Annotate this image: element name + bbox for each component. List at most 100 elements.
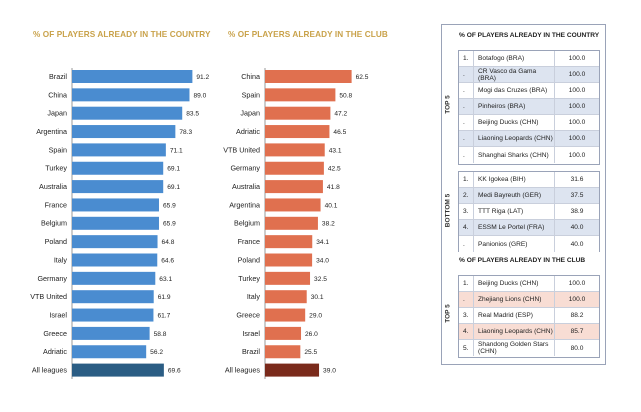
category-label: Belgium bbox=[41, 219, 67, 228]
table-row: 1. Beijing Ducks (CHN) 100.0 bbox=[459, 276, 599, 292]
table-row: 4. ESSM Le Portel (FRA) 40.0 bbox=[459, 220, 599, 236]
value-label: 43.1 bbox=[329, 147, 342, 154]
category-label: Australia bbox=[232, 182, 260, 191]
category-label: Spain bbox=[49, 145, 67, 154]
value-cell: 37.5 bbox=[554, 188, 599, 203]
team-cell: TTT Riga (LAT) bbox=[473, 204, 554, 219]
rank-cell: . bbox=[463, 119, 465, 126]
category-label: Poland bbox=[238, 255, 260, 264]
table-row: 1. Botafogo (BRA) 100.0 bbox=[459, 51, 599, 67]
bar bbox=[72, 106, 183, 120]
bar bbox=[265, 363, 320, 377]
club-top5-table: 1. Beijing Ducks (CHN) 100.0. Zhejiang Lion… bbox=[458, 275, 600, 358]
country-chart-title: % OF PLAYERS ALREADY IN THE COUNTRY bbox=[33, 30, 211, 39]
bar bbox=[72, 235, 158, 249]
value-label: 47.2 bbox=[334, 111, 347, 118]
bar bbox=[265, 161, 324, 175]
bar bbox=[72, 125, 176, 139]
rank-cell: 1. bbox=[463, 280, 469, 287]
bar bbox=[72, 88, 190, 102]
team-cell: Panionios (GRE) bbox=[473, 236, 554, 252]
table-row: 3. TTT Riga (LAT) 38.9 bbox=[459, 204, 599, 220]
value-label: 83.5 bbox=[186, 111, 199, 118]
value-label: 61.7 bbox=[157, 312, 170, 319]
country-top5-table: 1. Botafogo (BRA) 100.0. CR Vasco da Gama (… bbox=[458, 50, 600, 165]
value-label: 91.2 bbox=[196, 74, 209, 81]
team-cell: Beijing Ducks (CHN) bbox=[473, 115, 554, 130]
category-label: Greece bbox=[236, 310, 260, 319]
value-label: 71.1 bbox=[170, 147, 183, 154]
rank-cell: . bbox=[463, 103, 465, 110]
category-label: Israel bbox=[242, 329, 260, 338]
value-label: 40.1 bbox=[325, 202, 338, 209]
category-label: Poland bbox=[45, 237, 67, 246]
category-label: Germany bbox=[37, 274, 67, 283]
bar bbox=[265, 290, 307, 304]
country-table-title: % OF PLAYERS ALREADY IN THE COUNTRY bbox=[459, 32, 600, 39]
team-cell: CR Vasco da Gama (BRA) bbox=[473, 67, 554, 82]
team-cell: Botafogo (BRA) bbox=[473, 51, 554, 66]
team-cell: Medi Bayreuth (GER) bbox=[473, 188, 554, 203]
table-row: . Zhejiang Lions (CHN) 100.0 bbox=[459, 292, 599, 308]
team-cell: Zhejiang Lions (CHN) bbox=[473, 292, 554, 307]
value-label: 34.0 bbox=[316, 257, 329, 264]
value-cell: 88.2 bbox=[554, 308, 599, 323]
rank-cell: . bbox=[463, 151, 465, 159]
country-top5-label: TOP 5 bbox=[444, 95, 452, 114]
rank-cell: . bbox=[463, 135, 465, 142]
table-row: . CR Vasco da Gama (BRA) 100.0 bbox=[459, 67, 599, 83]
bar bbox=[265, 198, 321, 212]
category-label: Japan bbox=[47, 109, 67, 118]
bar bbox=[265, 308, 306, 322]
value-label: 42.5 bbox=[328, 166, 341, 173]
category-label: Israel bbox=[49, 310, 67, 319]
value-label: 78.3 bbox=[179, 129, 192, 136]
bar bbox=[72, 345, 147, 359]
bar bbox=[72, 271, 156, 285]
team-cell: Liaoning Leopards (CHN) bbox=[473, 324, 554, 339]
value-cell: 40.0 bbox=[554, 236, 599, 252]
team-cell: Mogi das Cruzes (BRA) bbox=[473, 83, 554, 98]
bar bbox=[265, 345, 301, 359]
bar bbox=[72, 143, 166, 157]
table-row: . Pinheiros (BRA) 100.0 bbox=[459, 99, 599, 115]
value-label: 69.1 bbox=[167, 184, 180, 191]
team-cell: Real Madrid (ESP) bbox=[473, 308, 554, 323]
category-label: Brazil bbox=[242, 347, 260, 356]
value-label: 30.1 bbox=[311, 294, 324, 301]
value-label: 46.5 bbox=[333, 129, 346, 136]
value-label: 65.9 bbox=[163, 202, 176, 209]
value-cell: 100.0 bbox=[554, 131, 599, 146]
value-label: 32.5 bbox=[314, 276, 327, 283]
country-bottom5-table: 1. KK Igokea (BIH) 31.6 2. Medi Bayreuth (GE… bbox=[458, 171, 600, 254]
team-cell: Shanghai Sharks (CHN) bbox=[473, 147, 554, 163]
bar bbox=[72, 216, 159, 230]
value-label: 64.6 bbox=[161, 257, 174, 264]
table-row: 4. Liaoning Leopards (CHN) 85.7 bbox=[459, 324, 599, 340]
category-label: Italy bbox=[54, 255, 68, 264]
value-cell: 100.0 bbox=[554, 83, 599, 98]
value-label: 50.8 bbox=[339, 92, 352, 99]
category-label: Japan bbox=[240, 109, 260, 118]
club-top5-label: TOP 5 bbox=[444, 304, 452, 323]
value-cell: 100.0 bbox=[554, 147, 599, 163]
category-label: All leagues bbox=[225, 366, 261, 375]
category-label: Argentina bbox=[229, 200, 260, 209]
rank-cell: 4. bbox=[463, 328, 469, 335]
value-label: 38.2 bbox=[322, 221, 335, 228]
value-cell: 100.0 bbox=[554, 292, 599, 307]
table-row: . Shanghai Sharks (CHN) 100.0 bbox=[459, 147, 599, 163]
rank-cell: . bbox=[463, 240, 465, 248]
bar bbox=[72, 180, 164, 194]
table-row: 3. Real Madrid (ESP) 88.2 bbox=[459, 308, 599, 324]
value-label: 58.8 bbox=[154, 331, 167, 338]
value-cell: 85.7 bbox=[554, 324, 599, 339]
club-chart-title: % OF PLAYERS ALREADY IN THE CLUB bbox=[228, 30, 388, 39]
bar bbox=[72, 326, 150, 340]
value-cell: 100.0 bbox=[554, 67, 599, 82]
table-row: . Mogi das Cruzes (BRA) 100.0 bbox=[459, 83, 599, 99]
rank-cell: 3. bbox=[463, 312, 469, 319]
rank-cell: 5. bbox=[463, 344, 469, 352]
rank-cell: 3. bbox=[463, 208, 469, 215]
table-row: 2. Medi Bayreuth (GER) 37.5 bbox=[459, 188, 599, 204]
